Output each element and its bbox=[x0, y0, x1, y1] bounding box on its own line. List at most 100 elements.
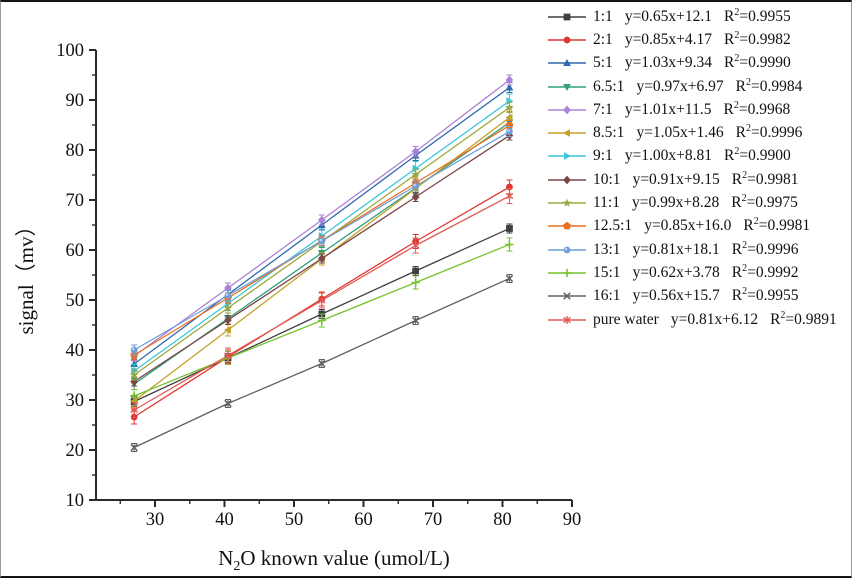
legend-r-squared: R2=0.9981 bbox=[743, 216, 811, 235]
legend-swatch-10-1 bbox=[548, 175, 586, 185]
legend-swatch-6-5-1 bbox=[548, 83, 586, 91]
x-axis-title-subscript: 2 bbox=[233, 559, 241, 574]
legend-equation: y=1.00x+8.81 bbox=[624, 147, 713, 165]
legend-equation: y=0.56x+15.7 bbox=[632, 287, 720, 305]
y-tick-label: 10 bbox=[66, 491, 85, 511]
legend-swatch-13-1 bbox=[548, 246, 586, 254]
legend-equation: y=1.01x+11.5 bbox=[624, 100, 712, 118]
legend: 1:1 y=0.65x+12.1 R2=0.9955 2:1 y=0.85x+4.17 R… bbox=[547, 5, 837, 331]
y-tick-label: 40 bbox=[66, 341, 85, 361]
legend-entry-11-1: 11:1 y=0.99x+8.28 R2=0.9975 bbox=[547, 191, 837, 214]
x-axis-title: N2O known value (umol/L) bbox=[96, 546, 572, 575]
legend-entry-8-5-1: 8.5:1 y=1.05x+1.46 R2=0.9996 bbox=[547, 121, 837, 144]
legend-entry-13-1: 13:1 y=0.81x+18.1 R2=0.9996 bbox=[547, 238, 837, 261]
legend-entry-12-5-1: 12.5:1 y=0.85x+16.0 R2=0.9981 bbox=[547, 215, 837, 238]
series-pure-water bbox=[130, 188, 514, 418]
legend-r-squared: R2=0.9955 bbox=[724, 6, 791, 25]
legend-equation: y=0.91x+9.15 bbox=[632, 170, 720, 188]
y-tick-label: 100 bbox=[56, 41, 84, 61]
legend-r-squared: R2=0.9981 bbox=[731, 169, 799, 188]
legend-equation: y=0.97x+6.97 bbox=[636, 77, 724, 95]
legend-r-squared: R2=0.9992 bbox=[731, 262, 799, 281]
legend-r-squared: R2=0.9990 bbox=[724, 53, 791, 72]
series-13-1 bbox=[130, 126, 513, 356]
legend-equation: y=1.05x+1.46 bbox=[636, 124, 724, 142]
y-tick-label: 50 bbox=[66, 291, 85, 311]
x-tick-label: 90 bbox=[563, 510, 582, 530]
legend-swatch-7-1 bbox=[548, 105, 586, 115]
legend-label: 5:1 bbox=[593, 54, 613, 72]
legend-equation: y=0.85x+4.17 bbox=[624, 30, 713, 48]
tick-labels: 10 20 30 40 50 60 70 80 90 100 30 40 50 60 70 80 90 bbox=[56, 41, 581, 530]
legend-r-squared: R2=0.9955 bbox=[731, 286, 799, 305]
legend-swatch-pure-water bbox=[548, 315, 586, 324]
legend-equation: y=0.81x+6.12 bbox=[670, 310, 759, 328]
legend-r-squared: R2=0.9996 bbox=[731, 239, 799, 258]
y-tick-label: 20 bbox=[66, 441, 85, 461]
y-tick-label: 30 bbox=[66, 391, 85, 411]
legend-label: 8.5:1 bbox=[593, 124, 625, 142]
legend-swatch-11-1 bbox=[548, 198, 586, 207]
legend-entry-6-5-1: 6.5:1 y=0.97x+6.97 R2=0.9984 bbox=[547, 75, 837, 98]
legend-r-squared: R2=0.9968 bbox=[723, 99, 791, 118]
legend-r-squared: R2=0.9984 bbox=[735, 76, 803, 95]
legend-equation: y=0.65x+12.1 bbox=[624, 7, 713, 25]
axes bbox=[89, 49, 573, 507]
legend-entry-7-1: 7:1 y=1.01x+11.5 R2=0.9968 bbox=[547, 98, 837, 121]
x-tick-label: 80 bbox=[493, 510, 512, 530]
legend-entry-15-1: 15:1 y=0.62x+3.78 R2=0.9992 bbox=[547, 261, 837, 284]
legend-swatch-12-5-1 bbox=[548, 222, 586, 230]
series-10-1 bbox=[130, 130, 514, 387]
legend-label: 11:1 bbox=[593, 194, 620, 212]
legend-entry-10-1: 10:1 y=0.91x+9.15 R2=0.9981 bbox=[547, 168, 837, 191]
legend-entry-pure-water: pure water y=0.81x+6.12 R2=0.9891 bbox=[547, 308, 837, 331]
legend-equation: y=0.62x+3.78 bbox=[632, 263, 720, 281]
x-axis-title-prefix: N bbox=[218, 546, 234, 570]
legend-swatch-9-1 bbox=[548, 152, 586, 161]
legend-r-squared: R2=0.9996 bbox=[735, 122, 803, 142]
legend-entry-9-1: 9:1 y=1.00x+8.81 R2=0.9900 bbox=[547, 145, 837, 168]
legend-label: 12.5:1 bbox=[593, 217, 633, 235]
legend-label: 16:1 bbox=[593, 287, 621, 305]
legend-entry-5-1: 5:1 y=1.03x+9.34 R2=0.9990 bbox=[547, 52, 837, 75]
legend-entry-2-1: 2:1 y=0.85x+4.17 R2=0.9982 bbox=[547, 28, 837, 51]
legend-swatch-16-1 bbox=[548, 292, 586, 300]
legend-label: 13:1 bbox=[593, 240, 621, 258]
x-tick-label: 30 bbox=[146, 510, 165, 530]
y-tick-label: 60 bbox=[66, 241, 85, 261]
y-axis-title: signal（mv） bbox=[14, 215, 38, 335]
legend-equation: y=0.85x+16.0 bbox=[644, 217, 732, 235]
legend-r-squared: R2=0.9900 bbox=[724, 146, 791, 165]
legend-swatch-15-1 bbox=[548, 268, 586, 277]
y-tick-label: 70 bbox=[66, 191, 85, 211]
legend-label: 15:1 bbox=[593, 263, 621, 281]
legend-label: 9:1 bbox=[593, 147, 613, 165]
y-tick-label: 90 bbox=[66, 91, 85, 111]
legend-equation: y=0.81x+18.1 bbox=[632, 240, 720, 258]
legend-label: pure water bbox=[593, 310, 659, 328]
legend-label: 7:1 bbox=[593, 100, 613, 118]
legend-label: 1:1 bbox=[593, 7, 613, 25]
legend-swatch-8-5-1 bbox=[548, 129, 586, 138]
x-tick-label: 40 bbox=[215, 510, 234, 530]
series-16-1 bbox=[130, 274, 514, 452]
legend-r-squared: R2=0.9982 bbox=[724, 29, 791, 48]
x-axis-title-suffix: O known value (umol/L) bbox=[240, 546, 450, 570]
legend-label: 6.5:1 bbox=[593, 77, 625, 95]
legend-label: 2:1 bbox=[593, 30, 613, 48]
legend-r-squared: R2=0.9891 bbox=[770, 309, 837, 328]
legend-swatch-2-1 bbox=[548, 36, 586, 44]
legend-equation: y=1.03x+9.34 bbox=[624, 54, 713, 72]
legend-r-squared: R2=0.9975 bbox=[731, 192, 798, 212]
legend-entry-1-1: 1:1 y=0.65x+12.1 R2=0.9955 bbox=[547, 5, 837, 28]
legend-entry-16-1: 16:1 y=0.56x+15.7 R2=0.9955 bbox=[547, 285, 837, 308]
legend-swatch-5-1 bbox=[548, 59, 586, 67]
x-tick-label: 60 bbox=[354, 510, 373, 530]
x-tick-label: 50 bbox=[285, 510, 304, 530]
legend-swatch-1-1 bbox=[548, 13, 586, 21]
y-tick-label: 80 bbox=[66, 141, 85, 161]
legend-label: 10:1 bbox=[593, 170, 621, 188]
x-tick-label: 70 bbox=[424, 510, 443, 530]
